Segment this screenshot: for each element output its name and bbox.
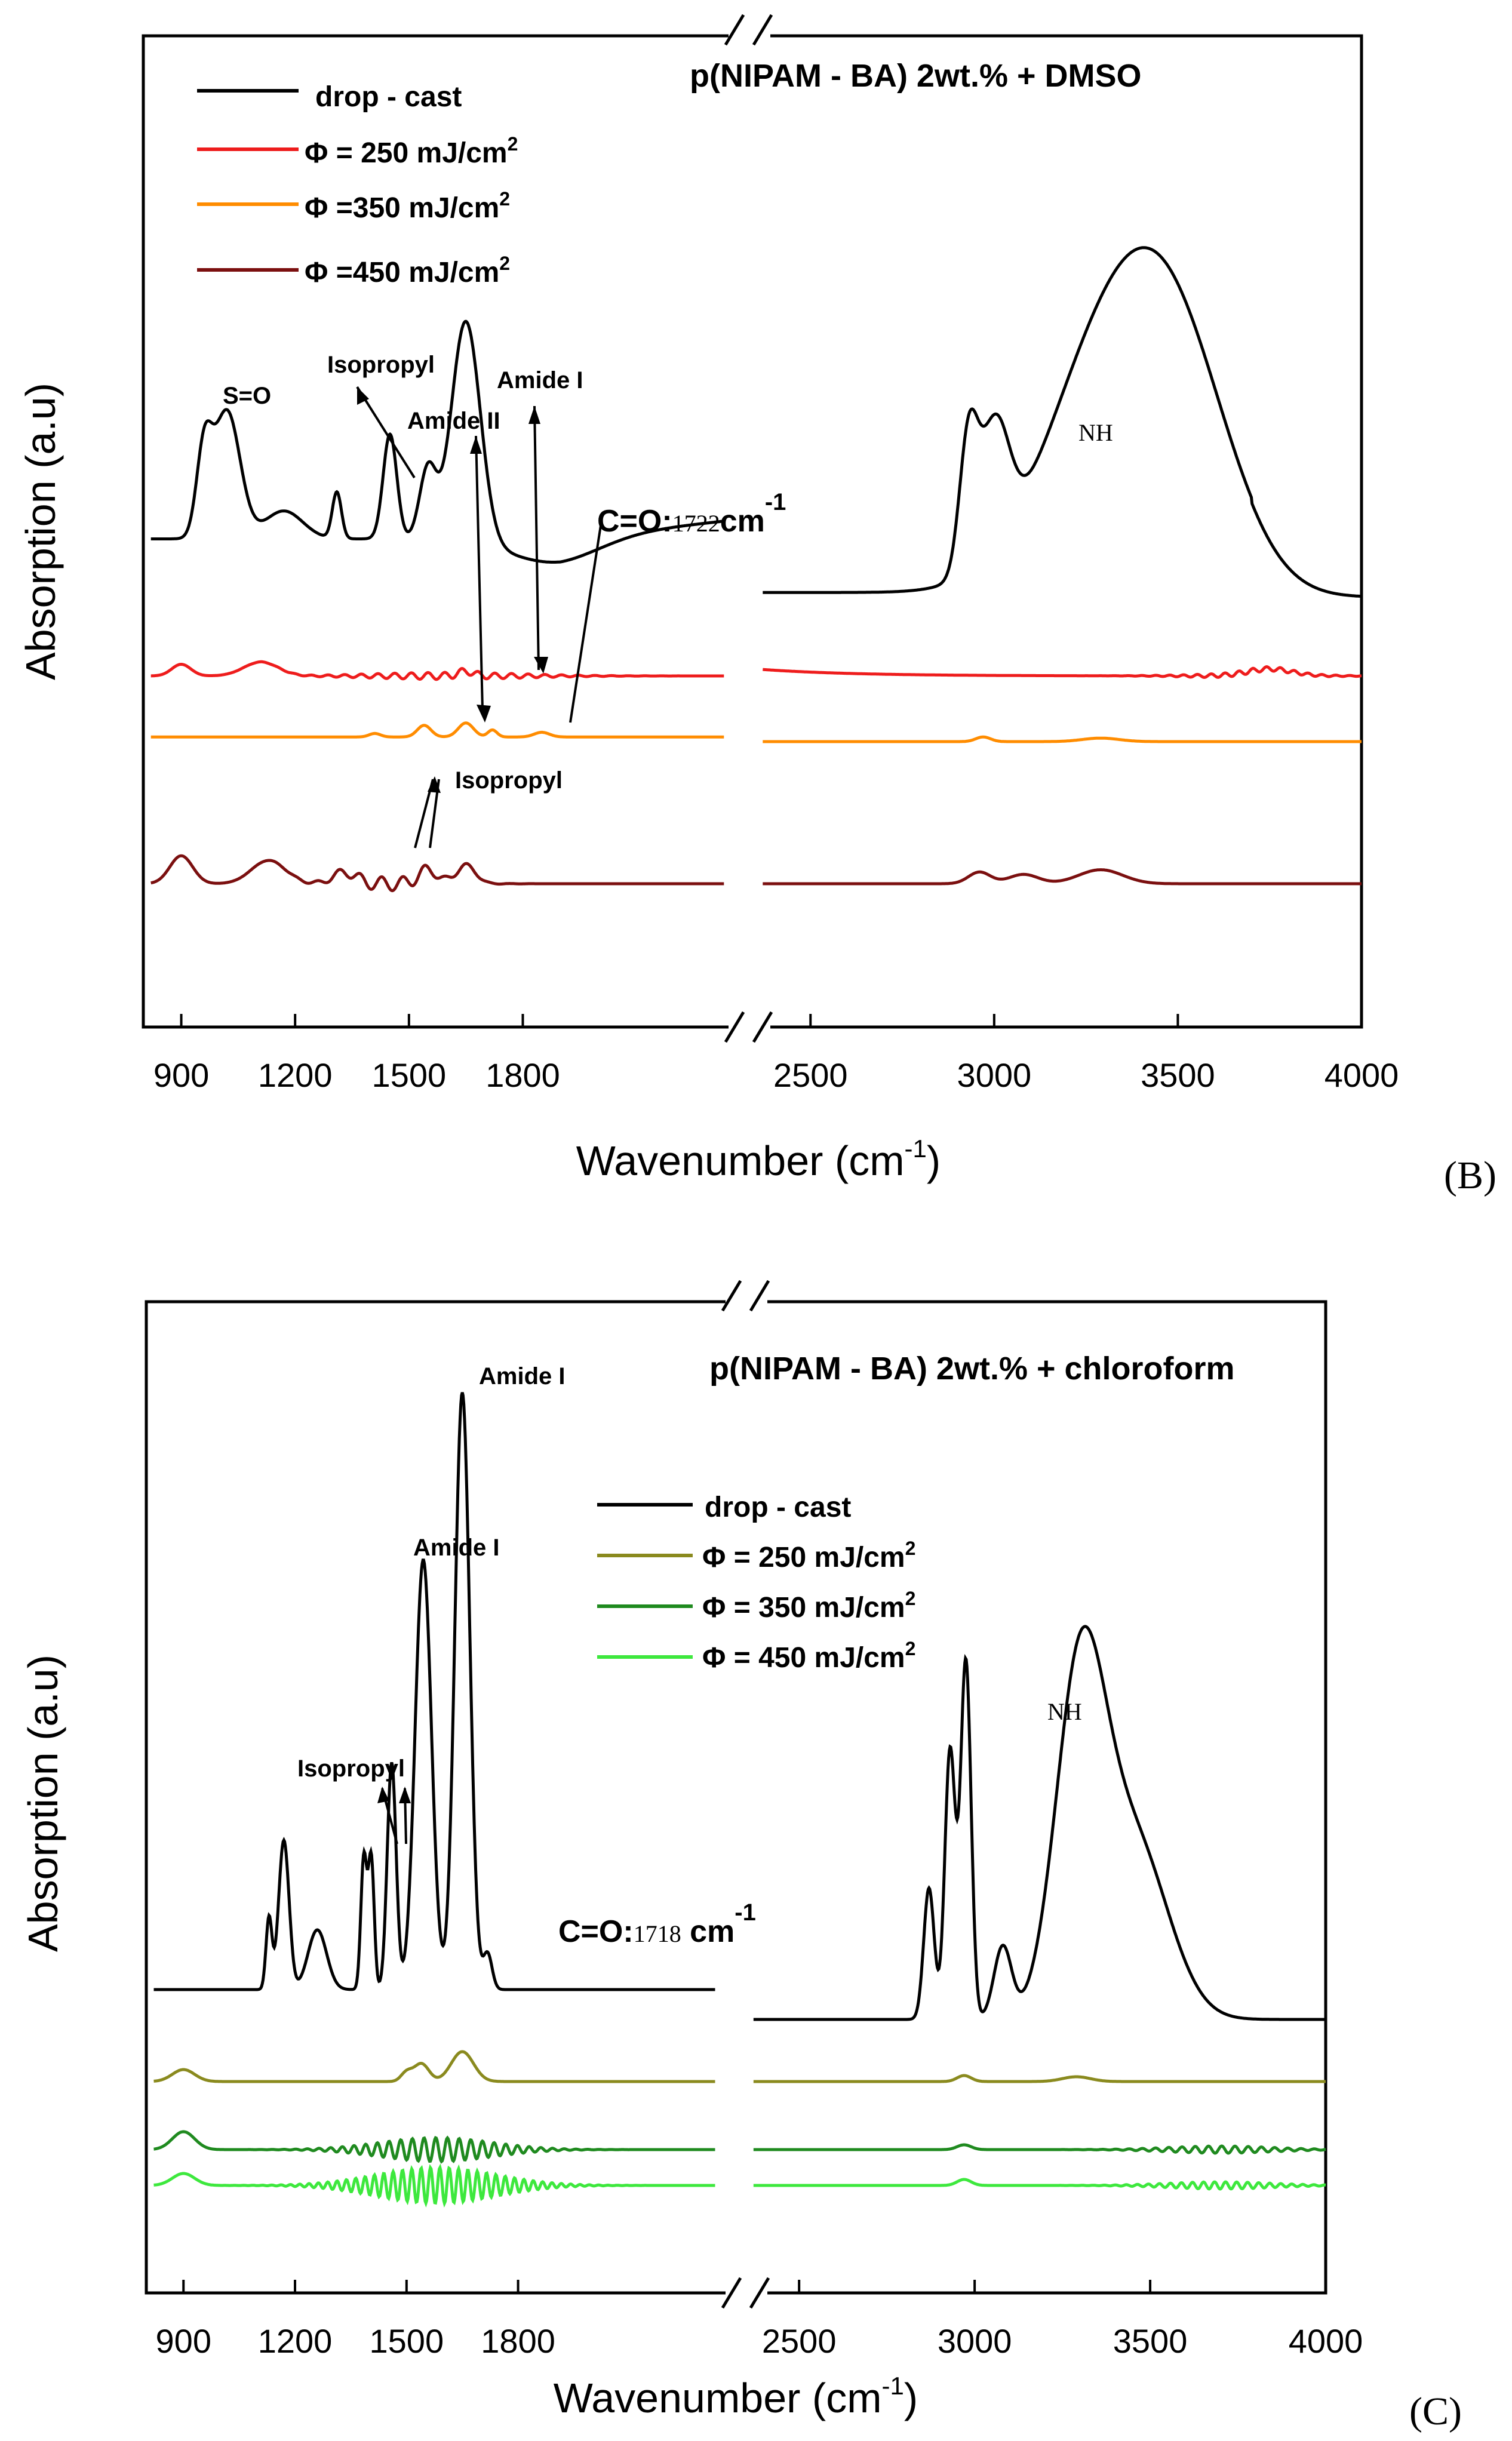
x-tick-label-b-1500: 1500 [372,1056,447,1094]
panel-label-c: (C) [1409,2390,1462,2433]
annotation-arrowheads-c [377,1787,411,1803]
legend-label-350-c: Φ = 350 mJ/cm2 [702,1588,915,1624]
x-tick-label-c-900: 900 [156,2322,211,2360]
series-line-c-2-seg1 [753,2143,1326,2155]
legend-c: drop - cast Φ = 250 mJ/cm2 Φ = 350 mJ/cm… [597,1492,915,1674]
annotation-isopropyl-2-b: Isopropyl [455,767,563,794]
x-tick-label-c-1200: 1200 [258,2322,333,2360]
legend-label-350-b: Φ =350 mJ/cm2 [305,188,510,224]
annotations-c: Amide I Amide I Isopropyl C=O:1718 cm-1 … [297,1363,1082,1949]
x-tick-label-c-2500: 2500 [762,2322,837,2360]
x-tick-label-b-2500: 2500 [773,1056,848,1094]
panel-b: 900 1200 1500 1800 2500 3000 3500 4000 p(NIPAM … [17,14,1496,1197]
axis-break-top-c [721,1280,770,1312]
legend-label-450-b: Φ =450 mJ/cm2 [305,253,510,288]
series-line-c-3-seg1 [753,2178,1326,2191]
series-line-b-3-seg0 [150,854,724,893]
y-axis-title-b: Absorption (a.u) [17,383,64,680]
panel-c: 900 1200 1500 1800 2500 3000 3500 4000 p(NIPAM … [20,1280,1462,2433]
x-tick-label-b-900: 900 [153,1056,209,1094]
annotation-arrows-b [356,386,602,848]
series-line-b-0-seg0 [150,319,724,564]
legend-label-250-b: Φ = 250 mJ/cm2 [305,133,518,169]
annotation-arrowheads-b [357,387,548,793]
x-tick-label-b-4000: 4000 [1324,1056,1399,1094]
series-line-c-1-seg1 [753,2074,1326,2083]
legend-label-250-c: Φ = 250 mJ/cm2 [702,1538,915,1573]
series-line-b-1-seg1 [763,665,1362,680]
series-line-c-0-seg0 [153,1392,715,1991]
axis-break-top-b [724,14,773,46]
annotation-co-b: C=O:1722cm-1 [597,489,786,539]
series-line-b-0-seg1 [763,246,1362,598]
x-tick-label-b-1200: 1200 [258,1056,333,1094]
plot-frame-c [145,1300,1327,2295]
x-tick-label-c-1800: 1800 [481,2322,555,2360]
annotation-isopropyl-c: Isopropyl [297,1756,405,1782]
annotation-isopropyl-b: Isopropyl [327,352,435,378]
chart-title-c: p(NIPAM - BA) 2wt.% + chloroform [709,1351,1235,1386]
series-line-c-0-seg1 [753,1625,1326,2021]
curves-c [153,1392,1326,2208]
legend-label-drop-cast-c: drop - cast [705,1492,851,1523]
panel-label-b: (B) [1444,1154,1496,1197]
series-line-b-2-seg0 [150,721,724,739]
x-tick-label-c-4000: 4000 [1289,2322,1363,2360]
legend-b: drop - cast Φ = 250 mJ/cm2 Φ =350 mJ/cm2… [197,81,518,288]
y-axis-title-c: Absorption (a.u) [20,1655,66,1952]
series-line-c-1-seg0 [153,2050,715,2083]
series-line-b-3-seg1 [763,868,1362,886]
x-ticks-c: 900 1200 1500 1800 2500 3000 3500 4000 [156,2280,1363,2360]
x-tick-label-c-3500: 3500 [1113,2322,1188,2360]
annotation-nh-c: NH [1047,1698,1082,1725]
axis-break-bottom-c [721,2277,770,2309]
x-axis-title-b: Wavenumber (cm-1) [576,1135,941,1184]
annotations-b: S=O Isopropyl Amide II Amide I C=O:1722c… [223,352,1113,848]
x-tick-label-c-3000: 3000 [938,2322,1012,2360]
x-ticks-b: 900 1200 1500 1800 2500 3000 3500 4000 [153,1014,1399,1094]
x-tick-label-b-3500: 3500 [1141,1056,1215,1094]
x-axis-title-c: Wavenumber (cm-1) [554,2372,918,2421]
legend-label-450-c: Φ = 450 mJ/cm2 [702,1638,915,1674]
curves-b [150,246,1362,893]
chart-title-b: p(NIPAM - BA) 2wt.% + DMSO [690,58,1142,94]
annotation-amide-i-b: Amide I [497,367,583,393]
series-line-b-2-seg1 [763,735,1362,743]
x-tick-label-b-1800: 1800 [485,1056,560,1094]
annotation-nh-b: NH [1078,419,1113,446]
annotation-amide-i-second-c: Amide I [413,1535,499,1561]
annotation-s-o-b: S=O [223,383,271,409]
legend-label-drop-cast-b: drop - cast [315,81,462,113]
x-tick-label-c-1500: 1500 [370,2322,444,2360]
annotation-amide-i-top-c: Amide I [479,1363,565,1389]
x-tick-label-b-3000: 3000 [957,1056,1032,1094]
annotation-co-c: C=O:1718 cm-1 [558,1899,756,1949]
axis-break-bottom-b [724,1011,773,1043]
series-line-c-3-seg0 [153,2163,715,2208]
series-line-b-1-seg0 [150,660,724,681]
series-line-c-2-seg0 [153,2130,715,2164]
annotation-amide-ii-b: Amide II [407,408,500,434]
